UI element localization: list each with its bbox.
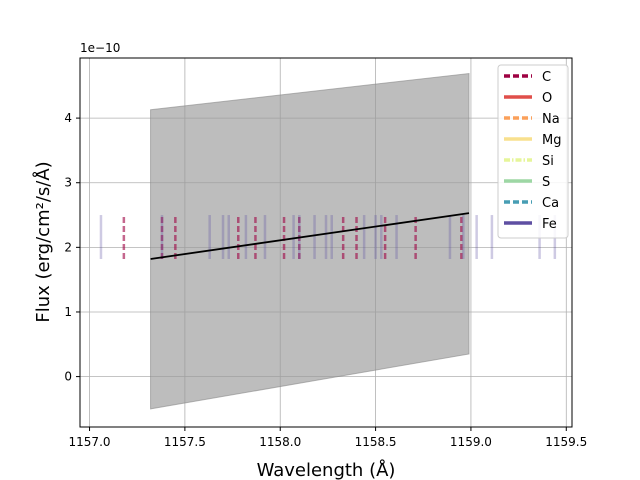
y-tick-label: 0	[64, 370, 72, 384]
fit-line-segment	[150, 212, 470, 260]
legend-box	[497, 64, 569, 239]
y-tick-label: 2	[64, 240, 72, 254]
y-scale-label: 1e−10	[80, 41, 120, 55]
x-axis-ticks: 1157.0 1157.5 1158.0 1158.5 1159.0 1159.5	[69, 427, 587, 449]
uncertainty-band-area	[150, 72, 470, 410]
legend-label-si: Si	[542, 154, 554, 169]
x-tick-label: 1157.5	[164, 435, 206, 449]
legend-label-c: C	[542, 70, 551, 85]
legend-label-ca: Ca	[542, 196, 559, 211]
legend-label-s: S	[542, 175, 550, 190]
uncertainty-band	[150, 72, 470, 410]
legend-label-fe: Fe	[542, 217, 557, 232]
x-tick-label: 1159.0	[450, 435, 492, 449]
x-tick-label: 1158.0	[259, 435, 301, 449]
x-tick-label: 1157.0	[69, 435, 111, 449]
y-tick-label: 4	[64, 111, 72, 125]
plot-frame	[79, 57, 573, 428]
legend-label-o: O	[542, 91, 552, 106]
x-tick-label: 1159.5	[545, 435, 587, 449]
x-tick-label: 1158.5	[355, 435, 397, 449]
y-axis-ticks: 0 1 2 3 4	[64, 111, 80, 384]
y-tick-label: 1	[64, 305, 72, 319]
legend-label-mg: Mg	[542, 133, 561, 148]
line-markers	[99, 215, 557, 259]
legend: CO Na Mg Si S Ca Fe	[497, 64, 569, 239]
y-tick-label: 3	[64, 176, 72, 190]
y-axis-label: Flux (erg/cm²/s/Å)	[32, 161, 54, 322]
fit-line	[150, 212, 470, 260]
legend-label-na: Na	[542, 112, 560, 127]
x-axis-label: Wavelength (Å)	[257, 459, 396, 480]
